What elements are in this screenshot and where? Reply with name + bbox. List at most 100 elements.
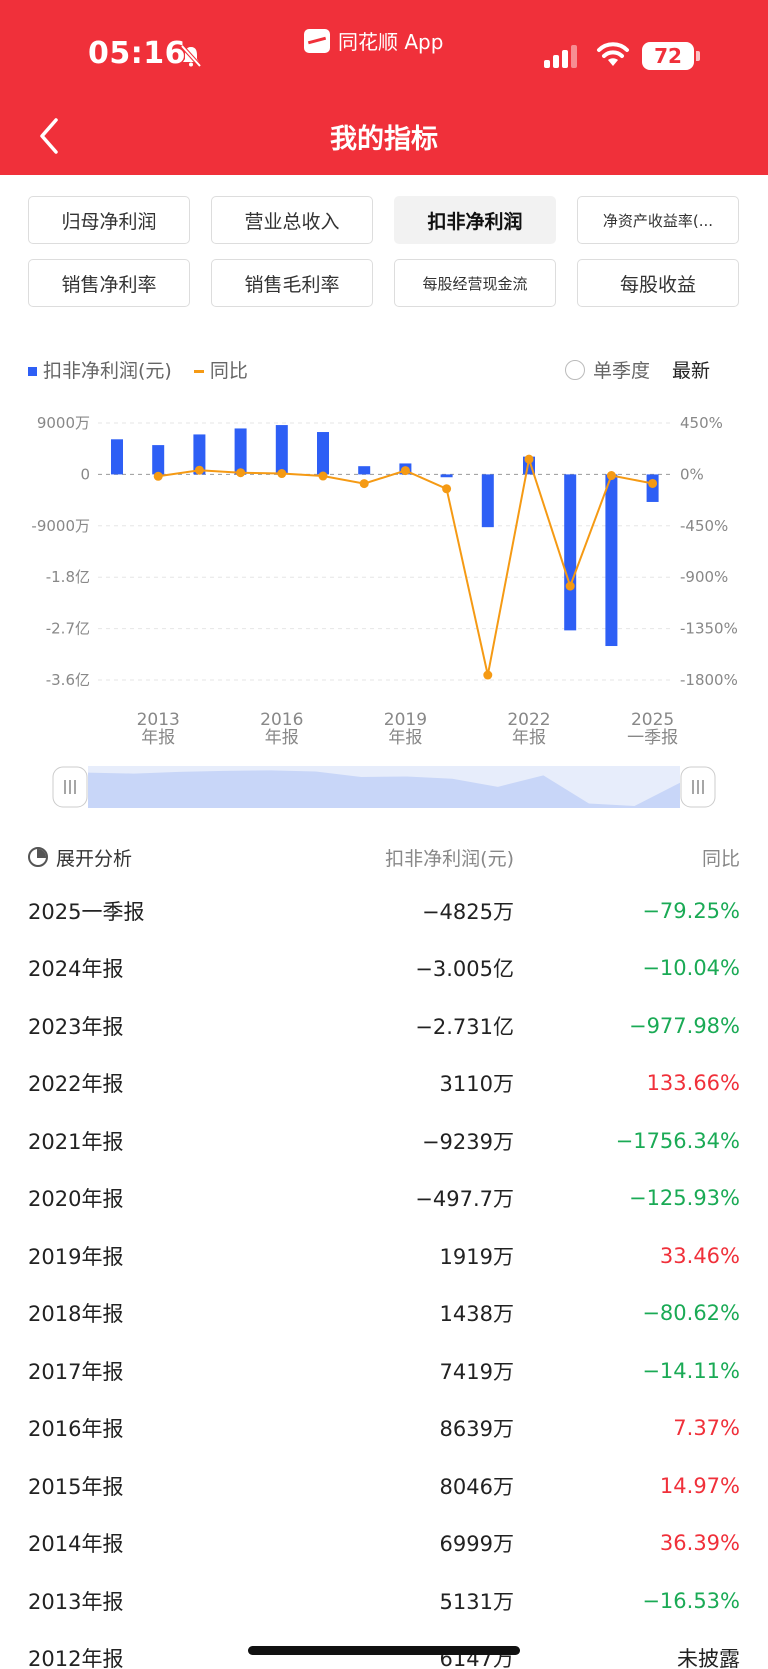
slider-left-handle[interactable] bbox=[52, 766, 88, 808]
tab-2[interactable]: 扣非净利润 bbox=[394, 196, 556, 244]
indicator-tabs: 归母净利润 营业总收入 扣非净利润 净资产收益率(... 销售净利率 销售毛利率 每股经营现… bbox=[28, 196, 740, 307]
tab-7[interactable]: 每股收益 bbox=[577, 259, 739, 307]
row-yoy: 14.97% bbox=[659, 1473, 740, 1498]
table-row[interactable]: 2022年报 3110万 133.66% bbox=[28, 1055, 740, 1113]
single-quarter-label[interactable]: 单季度 bbox=[592, 360, 650, 382]
tab-0[interactable]: 归母净利润 bbox=[28, 196, 190, 244]
row-value: −2.731亿 bbox=[415, 1014, 514, 1039]
x-axis-year-label: 2019 bbox=[384, 710, 427, 730]
table-row[interactable]: 2025一季报 −4825万 −79.25% bbox=[28, 882, 740, 940]
table-row[interactable]: 2024年报 −3.005亿 −10.04% bbox=[28, 940, 740, 998]
x-axis-period-label: 年报 bbox=[265, 728, 299, 748]
profit-bar bbox=[111, 439, 123, 475]
single-quarter-radio[interactable] bbox=[564, 359, 585, 380]
bar-legend-label: 扣非净利润(元) bbox=[43, 360, 172, 382]
yoy-point bbox=[236, 468, 246, 478]
home-indicator[interactable] bbox=[248, 1646, 520, 1655]
row-period: 2021年报 bbox=[28, 1129, 124, 1154]
table-row[interactable]: 2023年报 −2.731亿 −977.98% bbox=[28, 997, 740, 1055]
yoy-point bbox=[606, 471, 616, 481]
row-period: 2017年报 bbox=[28, 1359, 124, 1384]
row-period: 2022年报 bbox=[28, 1072, 124, 1097]
chart-range-slider[interactable] bbox=[52, 766, 716, 808]
x-axis-year-label: 2013 bbox=[137, 710, 180, 730]
row-period: 2015年报 bbox=[28, 1474, 124, 1499]
expand-analysis-label: 展开分析 bbox=[56, 847, 133, 870]
table-row[interactable]: 2014年报 6999万 36.39% bbox=[28, 1515, 740, 1573]
table-row[interactable]: 2020年报 −497.7万 −125.93% bbox=[28, 1170, 740, 1228]
tab-1[interactable]: 营业总收入 bbox=[211, 196, 373, 244]
row-period: 2024年报 bbox=[28, 957, 124, 982]
tab-6[interactable]: 每股经营现金流 bbox=[394, 259, 556, 307]
row-period: 2018年报 bbox=[28, 1302, 124, 1327]
x-axis-period-label: 一季报 bbox=[627, 728, 678, 748]
row-value: 8046万 bbox=[439, 1474, 514, 1499]
row-value: 7419万 bbox=[439, 1359, 514, 1384]
row-period: 2012年报 bbox=[28, 1647, 124, 1669]
table-row[interactable]: 2015年报 8046万 14.97% bbox=[28, 1457, 740, 1515]
profit-chart[interactable]: 9000万 450% 0 0% -9000万 -450% -1.8亿 -900% -2.7亿 -1… bbox=[0, 400, 768, 760]
data-table: 展开分析 扣非净利润(元) 同比 2025一季报 −4825万 −79.25% 202… bbox=[28, 832, 740, 1669]
line-legend-label: 同比 bbox=[209, 360, 248, 382]
table-row[interactable]: 2016年报 8639万 7.37% bbox=[28, 1400, 740, 1458]
profit-bar bbox=[358, 466, 371, 475]
yoy-point bbox=[194, 465, 204, 475]
yoy-point bbox=[648, 478, 658, 488]
yoy-point bbox=[277, 469, 287, 479]
table-row[interactable]: 2017年报 7419万 −14.11% bbox=[28, 1342, 740, 1400]
row-period: 2013年报 bbox=[28, 1589, 124, 1614]
status-time: 05:16 bbox=[88, 36, 186, 71]
tab-4[interactable]: 销售净利率 bbox=[28, 259, 190, 307]
tab-3[interactable]: 净资产收益率(... bbox=[577, 196, 739, 244]
table-row[interactable]: 2013年报 5131万 −16.53% bbox=[28, 1572, 740, 1630]
left-axis-tick: 9000万 bbox=[37, 414, 90, 432]
row-period: 2014年报 bbox=[28, 1532, 124, 1557]
x-axis-year-label: 2025 bbox=[631, 710, 674, 730]
yoy-point bbox=[359, 479, 369, 489]
yoy-point bbox=[400, 466, 410, 476]
table-row[interactable]: 2018年报 1438万 −80.62% bbox=[28, 1285, 740, 1343]
slider-right-handle[interactable] bbox=[680, 766, 716, 808]
profit-bar bbox=[564, 474, 577, 631]
right-axis-tick: 450% bbox=[680, 414, 723, 432]
row-value: −3.005亿 bbox=[415, 957, 514, 982]
row-value: 1438万 bbox=[439, 1302, 514, 1327]
profit-bar bbox=[605, 474, 618, 647]
yoy-point bbox=[565, 581, 575, 591]
yoy-point bbox=[153, 471, 163, 481]
expand-analysis-button[interactable]: 展开分析 bbox=[28, 844, 132, 871]
app-switch-tag[interactable]: 同花顺 App bbox=[304, 26, 443, 55]
left-axis-tick: -3.6亿 bbox=[46, 671, 90, 689]
row-value: 8639万 bbox=[439, 1417, 514, 1442]
pie-chart-icon bbox=[28, 847, 48, 867]
row-period: 2025一季报 bbox=[28, 899, 145, 924]
left-axis-tick: 0 bbox=[80, 465, 90, 483]
x-axis-period-label: 年报 bbox=[512, 728, 546, 748]
profit-bar bbox=[234, 428, 247, 475]
latest-toggle[interactable]: 最新 bbox=[671, 360, 710, 382]
profit-bar bbox=[317, 432, 329, 475]
table-row[interactable]: 2019年报 1919万 33.46% bbox=[28, 1227, 740, 1285]
row-period: 2020年报 bbox=[28, 1187, 124, 1212]
row-value: −4825万 bbox=[421, 899, 514, 924]
row-period: 2019年报 bbox=[28, 1244, 124, 1269]
page-title: 我的指标 bbox=[330, 124, 438, 155]
left-axis-tick: -2.7亿 bbox=[46, 620, 90, 638]
row-yoy: −10.04% bbox=[642, 956, 740, 981]
tab-5[interactable]: 销售毛利率 bbox=[211, 259, 373, 307]
table-row[interactable]: 2021年报 −9239万 −1756.34% bbox=[28, 1112, 740, 1170]
yoy-line bbox=[158, 458, 653, 676]
chevron-left-icon[interactable] bbox=[34, 116, 64, 156]
row-yoy: −977.98% bbox=[628, 1013, 740, 1038]
x-axis-period-label: 年报 bbox=[388, 728, 422, 748]
yoy-column-header: 同比 bbox=[701, 847, 740, 870]
profit-bar bbox=[275, 425, 288, 475]
row-value: −497.7万 bbox=[415, 1187, 514, 1212]
app-name: 同花顺 App bbox=[338, 30, 444, 54]
row-yoy: 7.37% bbox=[673, 1416, 740, 1441]
profit-bar bbox=[152, 445, 165, 475]
row-value: 5131万 bbox=[439, 1589, 514, 1614]
row-value: 1919万 bbox=[439, 1244, 514, 1269]
table-row[interactable]: 2012年报 6147万 未披露 bbox=[28, 1630, 740, 1669]
app-logo-icon bbox=[304, 28, 330, 53]
